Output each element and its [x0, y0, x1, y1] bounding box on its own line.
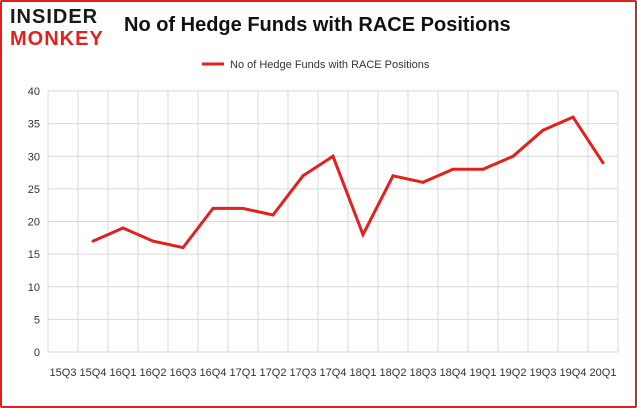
x-tick-label-15Q3: 15Q3	[50, 367, 77, 379]
logo-line-monkey: MONKEY	[10, 28, 104, 50]
data-point-18Q1	[361, 233, 365, 237]
y-tick-label-0: 0	[34, 347, 40, 359]
data-point-16Q4	[211, 206, 215, 210]
data-point-18Q3	[421, 180, 425, 184]
x-tick-label-19Q4: 19Q4	[560, 367, 587, 379]
y-tick-label-10: 10	[28, 282, 40, 294]
x-tick-label-19Q3: 19Q3	[530, 367, 557, 379]
data-point-17Q3	[301, 174, 305, 178]
data-point-18Q4	[451, 167, 455, 171]
legend-label: No of Hedge Funds with RACE Positions	[230, 59, 430, 71]
y-tick-label-30: 30	[28, 151, 40, 163]
data-point-17Q1	[241, 206, 245, 210]
y-tick-label-20: 20	[28, 217, 40, 229]
y-tick-label-25: 25	[28, 184, 40, 196]
x-tick-label-16Q4: 16Q4	[200, 367, 227, 379]
x-tick-label-19Q2: 19Q2	[500, 367, 527, 379]
data-point-16Q1	[121, 226, 125, 230]
y-tick-label-40: 40	[28, 86, 40, 98]
x-tick-label-18Q3: 18Q3	[410, 367, 437, 379]
x-tick-label-15Q4: 15Q4	[80, 367, 107, 379]
data-point-19Q1	[481, 167, 485, 171]
x-tick-label-17Q1: 17Q1	[230, 367, 257, 379]
x-tick-label-16Q1: 16Q1	[110, 367, 137, 379]
x-tick-label-17Q3: 17Q3	[290, 367, 317, 379]
x-tick-label-19Q1: 19Q1	[470, 367, 497, 379]
y-tick-label-15: 15	[28, 249, 40, 261]
chart-title: No of Hedge Funds with RACE Positions	[124, 14, 511, 36]
x-tick-label-16Q3: 16Q3	[170, 367, 197, 379]
data-point-18Q2	[391, 174, 395, 178]
data-point-19Q2	[511, 154, 515, 158]
x-tick-label-18Q2: 18Q2	[380, 367, 407, 379]
data-point-17Q2	[271, 213, 275, 217]
insider-monkey-logo: INSIDER MONKEY	[10, 6, 122, 50]
x-tick-label-18Q1: 18Q1	[350, 367, 377, 379]
data-point-19Q4	[571, 115, 575, 119]
x-tick-label-18Q4: 18Q4	[440, 367, 467, 379]
y-tick-label-35: 35	[28, 119, 40, 131]
logo-line-insider: INSIDER	[10, 6, 99, 28]
series-line-0	[92, 115, 605, 250]
data-point-16Q3	[181, 246, 185, 250]
data-point-16Q2	[151, 239, 155, 243]
y-tick-label-5: 5	[34, 314, 40, 326]
x-tick-label-17Q4: 17Q4	[320, 367, 347, 379]
data-point-20Q1	[601, 161, 605, 165]
data-point-17Q4	[331, 154, 335, 158]
x-tick-label-17Q2: 17Q2	[260, 367, 287, 379]
x-tick-label-16Q2: 16Q2	[140, 367, 167, 379]
data-point-15Q4	[91, 239, 95, 243]
data-point-19Q3	[541, 128, 545, 132]
x-tick-label-20Q1: 20Q1	[590, 367, 617, 379]
